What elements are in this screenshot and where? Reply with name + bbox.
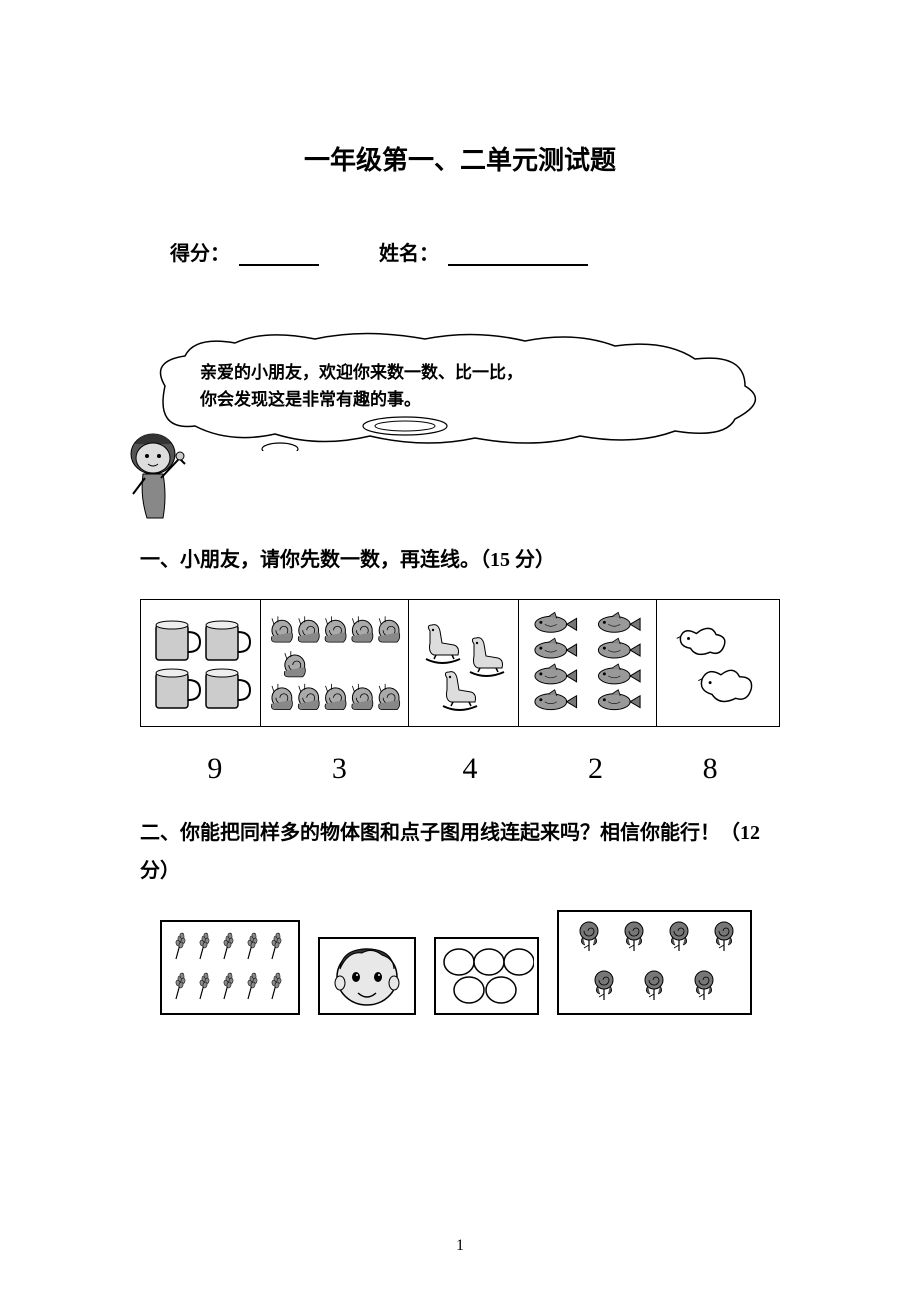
score-blank[interactable] bbox=[239, 248, 319, 266]
intro-bubble-area: 亲爱的小朋友，欢迎你来数一数、比一比， 你会发现这是非常有趣的事。 bbox=[140, 331, 780, 526]
eggs-icon bbox=[439, 942, 534, 1010]
section2-heading: 二、你能把同样多的物体图和点子图用线连起来吗？相信你能行！（12 分） bbox=[140, 814, 780, 890]
page-title: 一年级第一、二单元测试题 bbox=[140, 140, 780, 177]
face-icon bbox=[322, 941, 412, 1011]
q1-num-0: 9 bbox=[160, 752, 270, 786]
roses-icon bbox=[562, 915, 747, 1010]
q2-box-eggs bbox=[434, 937, 539, 1015]
name-label: 姓名： bbox=[379, 237, 439, 266]
child-character-icon bbox=[105, 426, 215, 526]
q1-box-doves bbox=[657, 600, 775, 726]
q1-image-row bbox=[140, 599, 780, 727]
q2-image-row bbox=[140, 910, 780, 1015]
bubble-line2: 你会发现这是非常有趣的事。 bbox=[200, 386, 600, 413]
q1-num-3: 2 bbox=[531, 752, 661, 786]
q1-num-1: 3 bbox=[270, 752, 410, 786]
q1-box-mugs bbox=[141, 600, 261, 726]
q2-box-roses bbox=[557, 910, 752, 1015]
page-number: 1 bbox=[0, 1237, 920, 1255]
score-label: 得分： bbox=[170, 237, 230, 266]
q1-box-snails bbox=[261, 600, 409, 726]
snails-icon bbox=[265, 608, 404, 718]
q1-num-2: 4 bbox=[409, 752, 531, 786]
q1-box-horses bbox=[409, 600, 519, 726]
q1-box-fish bbox=[519, 600, 657, 726]
wheat-icon bbox=[165, 925, 295, 1010]
bubble-line1: 亲爱的小朋友，欢迎你来数一数、比一比， bbox=[200, 359, 600, 386]
bubble-text: 亲爱的小朋友，欢迎你来数一数、比一比， 你会发现这是非常有趣的事。 bbox=[200, 359, 600, 413]
q2-box-wheat bbox=[160, 920, 300, 1015]
q1-num-4: 8 bbox=[660, 752, 760, 786]
info-row: 得分： 姓名： bbox=[140, 237, 780, 266]
name-blank[interactable] bbox=[448, 248, 588, 266]
doves-icon bbox=[662, 608, 770, 718]
fish-icon bbox=[523, 608, 652, 718]
mugs-icon bbox=[146, 608, 256, 718]
q1-numbers-row: 9 3 4 2 8 bbox=[140, 752, 780, 786]
section1-heading: 一、小朋友，请你先数一数，再连线。（15 分） bbox=[140, 541, 780, 579]
q2-box-face bbox=[318, 937, 416, 1015]
rocking-horses-icon bbox=[414, 608, 514, 718]
